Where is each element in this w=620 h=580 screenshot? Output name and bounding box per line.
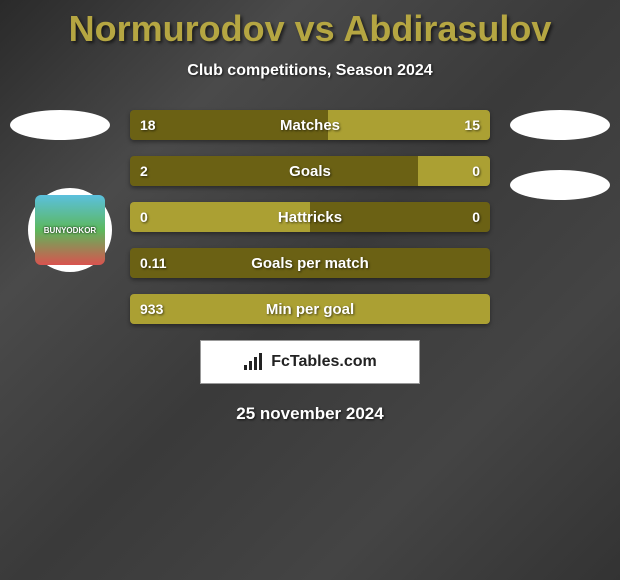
stat-value-right: 0 <box>472 156 480 186</box>
date-label: 25 november 2024 <box>10 404 610 424</box>
stat-value-right: 15 <box>464 110 480 140</box>
stat-bar: Matches18 15 <box>130 110 490 140</box>
stat-label: Goals <box>130 156 490 186</box>
stat-bar: Goals2 0 <box>130 156 490 186</box>
club-name-label: BUNYODKOR <box>44 226 96 235</box>
stat-bar: Hattricks0 0 <box>130 202 490 232</box>
stat-value-left: 0.11 <box>140 248 166 278</box>
subtitle: Club competitions, Season 2024 <box>0 62 620 80</box>
club-right-placeholder <box>510 170 610 200</box>
stat-label: Min per goal <box>130 294 490 324</box>
stat-bar: Goals per match0.11 <box>130 248 490 278</box>
stat-value-left: 18 <box>140 110 156 140</box>
stat-label: Hattricks <box>130 202 490 232</box>
stat-value-left: 2 <box>140 156 148 186</box>
club-badge: BUNYODKOR <box>35 195 105 265</box>
comparison-area: BUNYODKOR Matches1815Goals20Hattricks00G… <box>0 110 620 424</box>
bar-chart-icon <box>243 353 265 371</box>
player-right-placeholder <box>510 110 610 140</box>
stat-label: Goals per match <box>130 248 490 278</box>
player-left-placeholder <box>10 110 110 140</box>
club-left-logo: BUNYODKOR <box>28 188 112 272</box>
stat-value-left: 933 <box>140 294 163 324</box>
stat-label: Matches <box>130 110 490 140</box>
brand-box[interactable]: FcTables.com <box>200 340 420 384</box>
page-title: Normurodov vs Abdirasulov <box>0 0 620 50</box>
brand-label: FcTables.com <box>271 353 377 371</box>
stat-bar: Min per goal933 <box>130 294 490 324</box>
stat-bars: Matches1815Goals20Hattricks00Goals per m… <box>130 110 490 324</box>
stat-value-left: 0 <box>140 202 148 232</box>
stat-value-right: 0 <box>472 202 480 232</box>
